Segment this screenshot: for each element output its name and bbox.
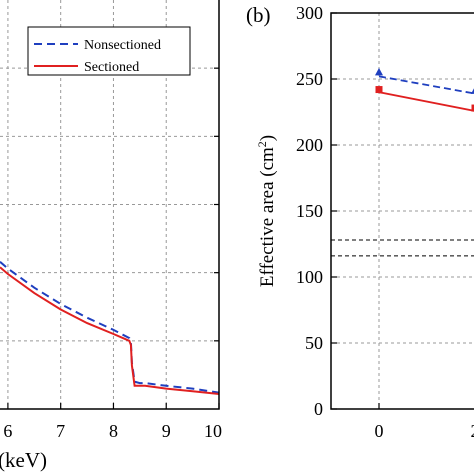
y-axis-label-close: ) [257, 135, 278, 141]
panel-b-y-axis-label: Effective area (cm2) [255, 135, 278, 287]
panel-b: 050100150200250300024 (b) Effective area… [246, 3, 474, 441]
panel-a: 6 7 8 9 10 Nonsectioned Sectioned (keV) [0, 0, 222, 472]
series-line-sectioned [0, 266, 220, 395]
series-line-nonsectioned [0, 261, 220, 394]
x-tick-label: 6 [3, 421, 12, 441]
legend-label-sectioned: Sectioned [84, 60, 139, 75]
x-tick-label: 8 [109, 421, 118, 441]
panel-a-series [0, 261, 220, 395]
x-tick-label: 7 [56, 421, 65, 441]
y-tick-label: 50 [305, 333, 323, 353]
panel-b-reference-lines [331, 239, 474, 257]
panel-a-frame [0, 0, 220, 410]
y-tick-label: 300 [296, 3, 323, 23]
x-tick-label: 2 [471, 421, 474, 441]
panel-b-grid [331, 13, 474, 409]
x-tick-label: 9 [162, 421, 171, 441]
y-tick-label: 250 [296, 69, 323, 89]
y-axis-label-superscript: 2 [255, 141, 269, 147]
y-axis-label-main: Effective area (cm [257, 147, 278, 287]
x-tick-label: 0 [375, 421, 384, 441]
y-tick-label: 200 [296, 135, 323, 155]
data-point-nonsectioned [375, 67, 383, 76]
panel-a-x-axis-label: (keV) [0, 448, 47, 472]
panel-b-ticks: 050100150200250300024 [296, 3, 474, 441]
legend-label-nonsectioned: Nonsectioned [84, 38, 161, 53]
fit-line-nonsectioned [378, 75, 474, 95]
data-point-nonsectioned [471, 88, 474, 94]
y-tick-label: 150 [296, 201, 323, 221]
panel-a-legend: Nonsectioned Sectioned [27, 26, 191, 76]
data-point-sectioned [375, 86, 383, 94]
panel-b-label: (b) [246, 3, 271, 27]
y-tick-label: 100 [296, 267, 323, 287]
panel-a-ticks: 6 7 8 9 10 [3, 67, 222, 441]
x-tick-label: 10 [204, 421, 222, 441]
y-tick-label: 0 [314, 399, 323, 419]
fit-line-sectioned [378, 91, 474, 112]
panel-b-series [375, 67, 474, 112]
data-point-sectioned [471, 104, 474, 112]
